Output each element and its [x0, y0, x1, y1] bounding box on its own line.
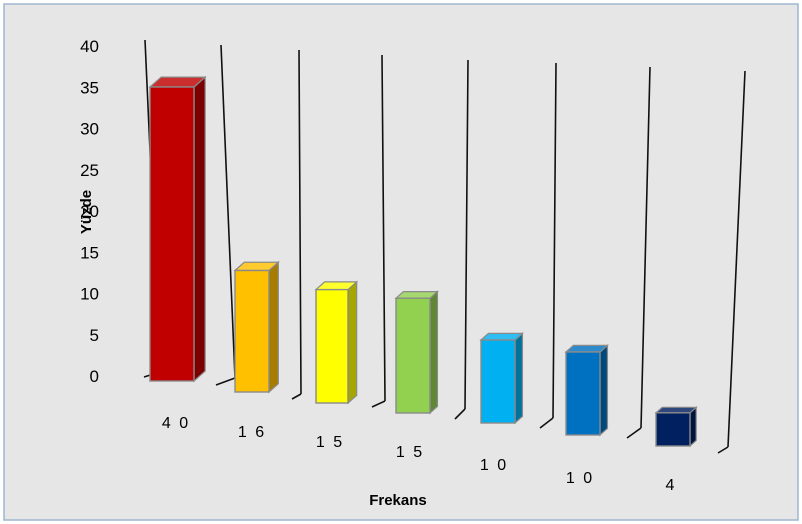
- y-axis-ticks: 0 5 10 15 20 25 30 35 40: [80, 37, 99, 386]
- bar-side: [193, 75, 206, 383]
- bar-front: [315, 288, 349, 404]
- gridline-foot: [371, 400, 386, 408]
- bar-front: [480, 339, 516, 424]
- gridline: [298, 49, 302, 395]
- bar: [314, 280, 359, 405]
- y-tick-label: 30: [80, 120, 99, 139]
- gridline-foot: [717, 446, 729, 454]
- y-tick-label: 10: [80, 285, 99, 304]
- bar-front: [565, 351, 601, 436]
- bar: [148, 75, 207, 383]
- bar-side: [268, 260, 279, 394]
- bar: [654, 405, 698, 448]
- gridlines: [143, 39, 746, 454]
- bar-top: [394, 291, 440, 299]
- y-tick-label: 35: [80, 78, 99, 97]
- x-category-label: 4 0: [162, 415, 190, 432]
- gridline: [220, 44, 236, 379]
- x-category-label: 1 6: [238, 424, 266, 441]
- gridline: [552, 62, 557, 419]
- gridline: [381, 54, 386, 402]
- gridline: [727, 70, 746, 448]
- bar-top: [654, 406, 698, 414]
- bar-front: [395, 297, 431, 414]
- gridline-foot: [291, 393, 302, 400]
- bar-front: [149, 86, 195, 382]
- y-tick-label: 0: [90, 367, 99, 386]
- bar: [479, 332, 525, 425]
- bar: [233, 260, 280, 394]
- gridline: [464, 59, 469, 410]
- gridline-foot: [215, 377, 236, 386]
- gridline-foot: [454, 408, 466, 420]
- x-category-label: 1 5: [396, 444, 424, 461]
- bar: [394, 290, 440, 415]
- bar: [564, 344, 610, 437]
- bar-side: [599, 344, 609, 437]
- bar-side: [347, 280, 358, 405]
- y-tick-label: 20: [80, 202, 99, 221]
- bar-side: [429, 290, 439, 415]
- bar-top: [564, 344, 610, 353]
- gridline-foot: [539, 417, 554, 429]
- bar-front: [655, 412, 691, 447]
- bar-top: [479, 332, 525, 341]
- x-axis-categories: 4 0 1 6 1 5 1 5 1 0 1 0 4: [162, 415, 677, 494]
- x-category-label: 4: [666, 477, 677, 494]
- bar-front: [234, 269, 270, 393]
- y-tick-label: 5: [90, 326, 99, 345]
- x-category-label: 1 0: [566, 470, 594, 487]
- gridline: [640, 66, 651, 429]
- y-axis-title: Yüzde: [78, 190, 95, 234]
- bar-side: [514, 332, 524, 425]
- bars: [148, 75, 698, 448]
- x-category-label: 1 5: [316, 434, 344, 451]
- y-tick-label: 25: [80, 161, 99, 180]
- y-tick-label: 15: [80, 243, 99, 262]
- y-tick-label: 40: [80, 37, 99, 56]
- x-category-label: 1 0: [480, 457, 508, 474]
- bar-side: [689, 405, 697, 448]
- x-axis-title: Frekans: [369, 492, 427, 509]
- gridline-foot: [626, 427, 642, 439]
